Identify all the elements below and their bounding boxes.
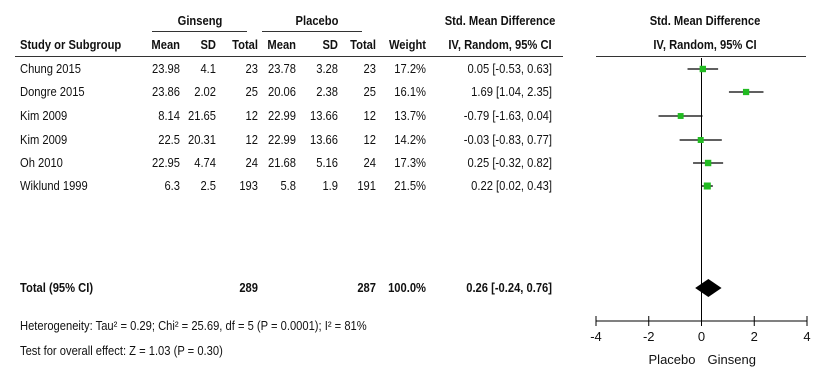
study-marker	[678, 113, 684, 119]
study-marker	[700, 66, 706, 72]
study-marker	[698, 137, 704, 143]
overall-diamond	[695, 279, 721, 297]
x-tick-label: -4	[590, 329, 602, 344]
study-marker	[704, 183, 711, 190]
favours-right-label: Ginseng	[708, 352, 756, 367]
favours-left-label: Placebo	[649, 352, 696, 367]
x-tick-label: 2	[751, 329, 758, 344]
x-tick-label: 0	[698, 329, 705, 344]
x-tick-label: 4	[803, 329, 810, 344]
x-tick-label: -2	[643, 329, 655, 344]
study-marker	[743, 89, 749, 95]
study-marker	[705, 160, 711, 166]
